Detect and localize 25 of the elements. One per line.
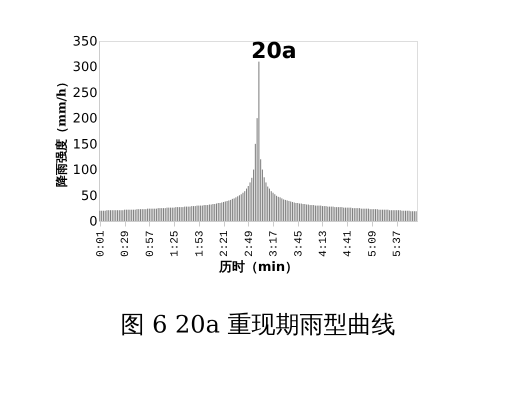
x-tick-label: 5:37: [392, 230, 404, 257]
y-tick-label: 250: [72, 86, 98, 101]
x-tick-label: 0:01: [95, 230, 108, 257]
y-axis-title: 降雨强度（mm/h）: [54, 76, 69, 187]
y-tick-label: 350: [72, 34, 98, 50]
x-tick-label: 0:29: [120, 230, 132, 257]
y-tick-label: 300: [72, 60, 98, 76]
y-tick-label: 200: [72, 112, 98, 127]
y-tick-label: 100: [72, 163, 98, 178]
x-tick-label: 2:49: [244, 230, 256, 257]
x-tick-label: 1:53: [194, 230, 206, 257]
y-tick-label: 150: [72, 137, 98, 152]
x-tick-label: 1:25: [170, 230, 182, 257]
x-tick-label: 4:13: [318, 230, 330, 257]
y-tick-label: 50: [80, 188, 98, 204]
x-tick-label: 4:41: [342, 230, 355, 257]
x-axis-title: 历时（min）: [218, 260, 298, 275]
x-tick-label: 3:45: [293, 230, 306, 257]
x-tick-label: 2:21: [219, 230, 232, 257]
x-tick-label: 0:57: [144, 230, 157, 257]
y-tick-label: 0: [89, 214, 98, 230]
x-tick-label: 3:17: [268, 230, 281, 257]
x-tick-label: 5:09: [367, 230, 380, 257]
text: 图 6 20a 重现期雨型曲线: [120, 310, 396, 338]
annotation: 20a: [251, 39, 297, 64]
